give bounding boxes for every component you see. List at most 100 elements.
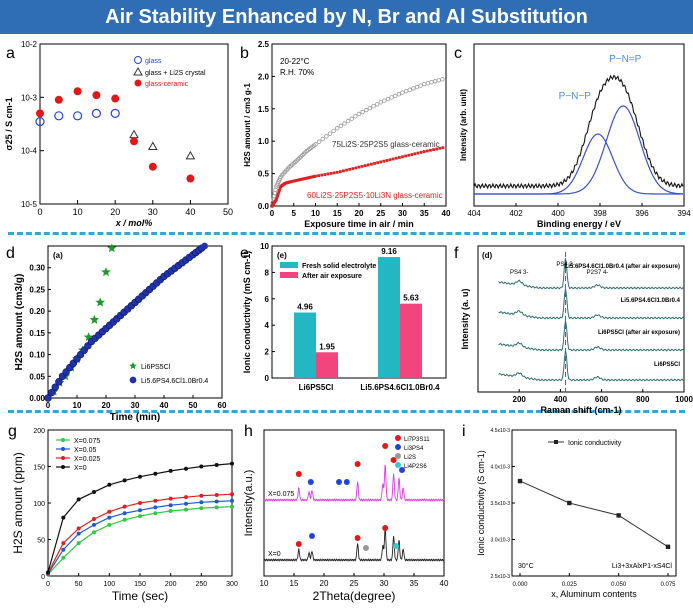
panel-h-peak-marker [343,479,350,485]
panel-i-annotation: 30°C [518,562,534,570]
panel-c-xtick-label: 396 [635,209,649,218]
panel-b-point-60li2s [348,167,352,171]
panel-g-point [214,463,219,468]
panel-b-point-75li2s [418,83,423,88]
panel-f-spectrum [498,320,685,352]
panel-e-ytick-label: 10 [260,242,269,251]
panel-a-point-glass-ceramic [111,94,120,103]
panel-e-ytick-label: 8 [265,268,270,277]
panel-a-legend-label: glass-ceramic [145,81,189,88]
panel-g-point [214,499,219,504]
panel-b-point-60li2s [435,147,439,151]
section-divider-2 [8,410,685,413]
panel-e-ytick-label: 0 [265,374,270,383]
panel-h-legend-marker [395,462,401,468]
panel-e-label: e [240,245,249,262]
panel-a-xlabel: x / mol% [115,218,153,228]
panel-e-ytick-label: 4 [265,321,270,330]
panel-b-point-75li2s [335,126,340,131]
panel-b-ylabel: H2S amount / cm3 g-1 [243,83,252,167]
panel-b-xtick-label: 10 [311,209,320,218]
panel-b-series-label: 60Li2S·25P2S5·10Li3N glass-ceramic [307,191,443,200]
panel-b-point-75li2s [360,109,365,115]
panel-h-xtick-label: 20 [320,579,329,588]
panel-b-point-60li2s [317,174,321,178]
panel-b-point-60li2s [370,162,373,166]
panel-b-annotation: 20-22°C [280,57,310,66]
panel-b-point-75li2s [425,81,431,86]
panel-d-xtick-label: 10 [73,401,82,410]
panel-b-point-60li2s [404,154,408,158]
panel-f-peak-label: PS4 3- [556,262,574,268]
panel-a-xtick-label: 50 [223,207,233,217]
panel-a-point-glass [54,111,64,121]
panel-b-point-60li2s [275,196,279,200]
panel-b-point-75li2s [374,102,380,107]
panel-e-bar-label: 9.16 [381,247,397,256]
panel-b-point-60li2s [354,166,358,170]
panel-g-xtick-label: 100 [103,581,115,588]
panel-b-point-60li2s [338,170,342,173]
panel-b-ytick-label: 2.0 [258,72,270,81]
panel-b-point-60li2s [363,164,367,168]
panel-b-point-60li2s [276,192,280,196]
panel-b-ytick-label: 1.5 [258,105,270,114]
panel-g-point [199,506,204,511]
panel-c-xtick-label: 398 [593,209,607,218]
panel-h-legend-marker [395,453,401,459]
panel-g-point [138,508,142,513]
panel-g-series-line [47,493,233,574]
panel-f-spectrum [498,349,685,382]
panel-b-point-60li2s [391,157,395,161]
panel-d-legend-label: Li6PS5Cl [141,364,171,371]
panel-c-ylabel: Intensity (arb. unit) [459,89,468,161]
panel-d-point-li6ps5cl [95,297,105,307]
panel-b-point-75li2s [432,79,438,84]
panel-h-trace-x0 [263,528,445,562]
panel-b-point-60li2s [425,149,429,153]
panel-e-bar [316,352,338,378]
panel-g-point [92,517,96,522]
panel-g-point [138,501,142,505]
panel-f-ylabel: Intensity (a. u) [460,288,470,349]
panel-g-point [153,511,158,516]
panel-d-xtick-label: 30 [131,401,140,410]
panel-b-point-60li2s [278,188,281,192]
panel-g-xtick-label: 0 [46,581,50,588]
panel-g-point [138,514,142,519]
panel-h-peak-marker [382,443,389,449]
panel-g-point [168,468,173,473]
panel-a-frame [39,43,229,205]
panel-b-point-75li2s [385,96,391,102]
panel-g-point [168,496,173,501]
panel-a-xtick-label: 30 [148,207,158,217]
panel-b-point-60li2s [388,158,392,162]
panel-a-point-glass-ceramic [186,174,195,183]
panel-g-point [107,515,112,520]
panel-i-ylabel: Ionic conductivity (S cm-1) [476,450,486,556]
panel-g-point [92,522,96,527]
panel-g-point [199,464,204,469]
panel-h-label: h [244,423,253,440]
panel-a-point-glass-ceramic [130,137,138,146]
panel-h-xlabel: 2Theta(degree) [313,589,396,603]
panel-c-xtick-label: 394 [677,209,691,218]
panel-g-point [184,501,188,506]
panel-d-point-li6ps5cl [83,332,94,342]
panel-h-ylabel: Intensity(a.u.) [243,470,255,537]
panel-d-tag: (a) [53,251,63,260]
panel-d-xlabel: Time (min) [110,412,160,423]
panel-f-xtick-label: 800 [636,395,650,404]
panel-e-category-label: Li5.6PS4.6Cl1.0Br0.4 [360,383,440,392]
panel-g-point [230,498,234,503]
panel-b-point-75li2s [407,87,412,92]
panel-g-point [107,522,112,527]
panel-b-point-75li2s [371,104,376,109]
panel-g-ytick-label: 100 [33,501,45,508]
panel-g-legend-label: X=0 [74,465,87,472]
panel-g-point [46,570,50,575]
panel-h-xtick-label: 10 [260,579,269,588]
panel-i-frame [511,429,677,577]
panel-i-ytick-label: 4.5x10-3 [491,428,511,434]
